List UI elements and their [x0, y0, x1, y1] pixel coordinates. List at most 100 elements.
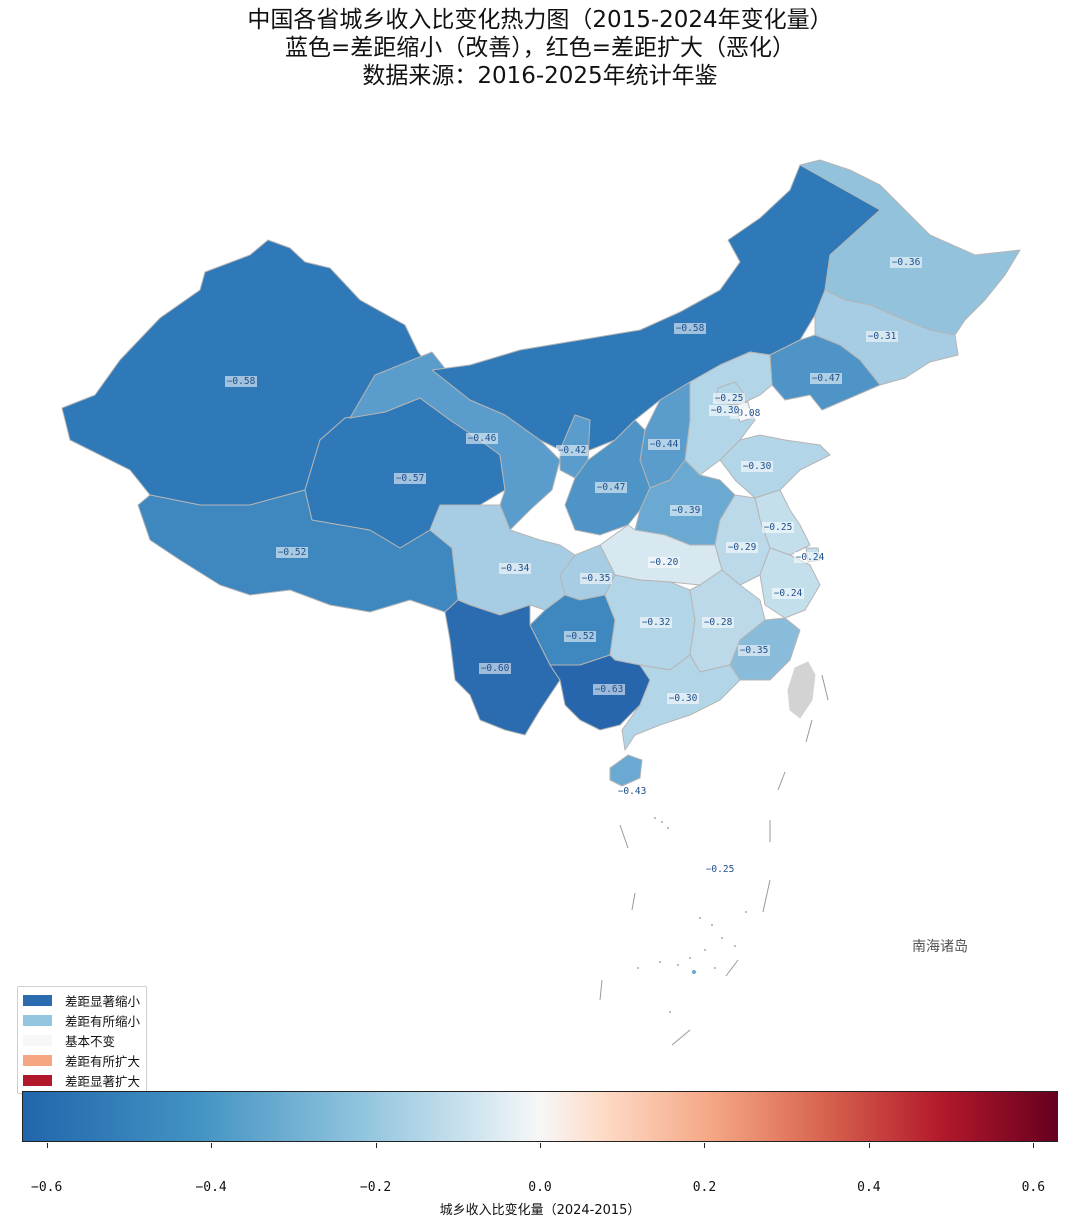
value-label-bg [810, 373, 842, 384]
value-label-bg [499, 563, 531, 574]
legend-item: 基本不变 [23, 1030, 140, 1050]
legend-item: 差距显著扩大 [23, 1070, 140, 1090]
value-label-hebei: −0.30 [711, 405, 740, 416]
legend-swatch [23, 1054, 52, 1066]
value-label-fujian: −0.35 [740, 645, 769, 656]
legend-swatch [23, 1014, 52, 1026]
value-label-xinjiang: −0.58 [227, 376, 256, 387]
province-shandong[interactable] [719, 434, 831, 499]
value-label-zhejiang: −0.24 [774, 588, 803, 599]
value-label-bg [674, 323, 706, 334]
value-label-bg [738, 645, 770, 656]
value-label-bg [762, 522, 794, 533]
value-label-south-sea: −0.25 [706, 864, 735, 875]
legend-label: 差距有所扩大 [65, 1053, 141, 1069]
value-labels: −0.58 −0.52 −0.57 −0.46 −0.58 −0.36 −0.31 −0.47… [225, 257, 922, 875]
value-label-heilongjiang: −0.36 [892, 257, 921, 268]
colorbar-tick [211, 1143, 213, 1148]
colorbar-tick-label: −0.2 [359, 1180, 392, 1195]
value-label-bg [648, 557, 680, 568]
legend-item: 差距有所扩大 [23, 1050, 140, 1070]
value-label-bg [709, 405, 741, 416]
value-label-bg [667, 693, 699, 704]
value-label-yunnan: −0.60 [481, 663, 510, 674]
value-label-hainan: −0.43 [618, 786, 647, 797]
colorbar-tick-label: 0.0 [528, 1180, 552, 1195]
south-sea-borders [599, 674, 829, 1046]
value-label-bg [466, 433, 498, 444]
value-label-guizhou: −0.52 [566, 631, 595, 642]
colorbar-tick [868, 1143, 870, 1148]
legend-label: 差距显著扩大 [65, 1073, 141, 1089]
value-label-gansu: −0.46 [468, 433, 497, 444]
legend-swatch [23, 994, 52, 1006]
region-taiwan [787, 661, 816, 719]
value-label-ningxia: −0.42 [558, 445, 587, 456]
legend: 差距显著缩小 差距有所缩小 基本不变 差距有所扩大 差距显著扩大 [17, 986, 148, 1094]
value-label-henan: −0.39 [672, 505, 701, 516]
colorbar-tick [1033, 1143, 1035, 1148]
province-hainan[interactable] [609, 754, 643, 787]
value-label-bg [593, 684, 625, 695]
legend-item: 差距有所缩小 [23, 1010, 140, 1030]
value-label-tianjin: −0.08 [732, 408, 761, 419]
south-sea-islands-label: 南海诸岛 [912, 939, 968, 955]
legend-label: 基本不变 [65, 1033, 116, 1049]
value-label-bg [564, 631, 596, 642]
value-label-shaanxi: −0.47 [597, 482, 626, 493]
value-label-bg [479, 663, 511, 674]
value-label-bg [702, 617, 734, 628]
colorbar-tick-label: −0.6 [31, 1180, 63, 1195]
legend-label: 差距有所缩小 [65, 1013, 141, 1029]
value-label-jiangxi: −0.28 [704, 617, 733, 628]
legend-swatch [23, 1034, 52, 1046]
value-label-jilin: −0.31 [868, 331, 897, 342]
legend-item: 差距显著缩小 [23, 990, 140, 1010]
value-label-hubei: −0.20 [650, 557, 679, 568]
colorbar-label: 城乡收入比变化量（2024-2015） [439, 1203, 641, 1218]
colorbar [22, 1091, 1058, 1142]
value-label-guangxi: −0.63 [595, 684, 624, 695]
colorbar-tick-label: 0.4 [857, 1180, 881, 1195]
value-label-bg [640, 617, 672, 628]
colorbar-tick-label: 0.6 [1021, 1180, 1046, 1195]
south-sea-islands [637, 817, 747, 1013]
colorbar-tick [704, 1143, 706, 1148]
colorbar-tick [540, 1143, 541, 1148]
value-label-bg [730, 408, 762, 419]
value-label-bg [890, 257, 922, 268]
province-liaoning[interactable] [769, 334, 881, 411]
province-zhejiang[interactable] [759, 547, 821, 619]
value-label-shanxi: −0.44 [650, 439, 679, 450]
value-label-bg [580, 573, 612, 584]
value-label-beijing: −0.25 [715, 393, 744, 404]
colorbar-tick-label: 0.2 [692, 1180, 717, 1195]
value-label-bg [866, 331, 898, 342]
colorbar-tick [46, 1143, 48, 1148]
colorbar-tick [375, 1143, 377, 1148]
value-label-bg [394, 473, 426, 484]
value-label-bg [648, 439, 680, 450]
title-line-3: 数据来源：2016-2025年统计年鉴 [362, 63, 718, 89]
legend-label: 差距显著缩小 [65, 993, 141, 1009]
value-label-bg [772, 588, 804, 599]
map-title: 中国各省城乡收入比变化热力图（2015-2024年变化量） 蓝色=差距缩小（改善… [0, 6, 1080, 90]
value-label-bg [670, 505, 702, 516]
value-label-shanghai: −0.24 [796, 552, 825, 563]
value-label-jiangsu: −0.25 [764, 522, 793, 533]
value-label-shandong: −0.30 [743, 461, 772, 472]
colorbar-tick-label: −0.4 [195, 1180, 227, 1195]
value-label-bg [595, 482, 627, 493]
legend-swatch [23, 1074, 52, 1086]
value-label-bg [556, 445, 588, 456]
value-label-bg [726, 542, 758, 553]
value-label-inner-mongolia: −0.58 [676, 323, 705, 334]
value-label-bg [713, 393, 745, 404]
value-label-bg [794, 552, 826, 563]
value-label-chongqing: −0.35 [582, 573, 611, 584]
value-label-bg [741, 461, 773, 472]
value-label-qinghai: −0.57 [396, 473, 425, 484]
value-label-guangdong: −0.30 [669, 693, 698, 704]
value-label-hunan: −0.32 [642, 617, 671, 628]
